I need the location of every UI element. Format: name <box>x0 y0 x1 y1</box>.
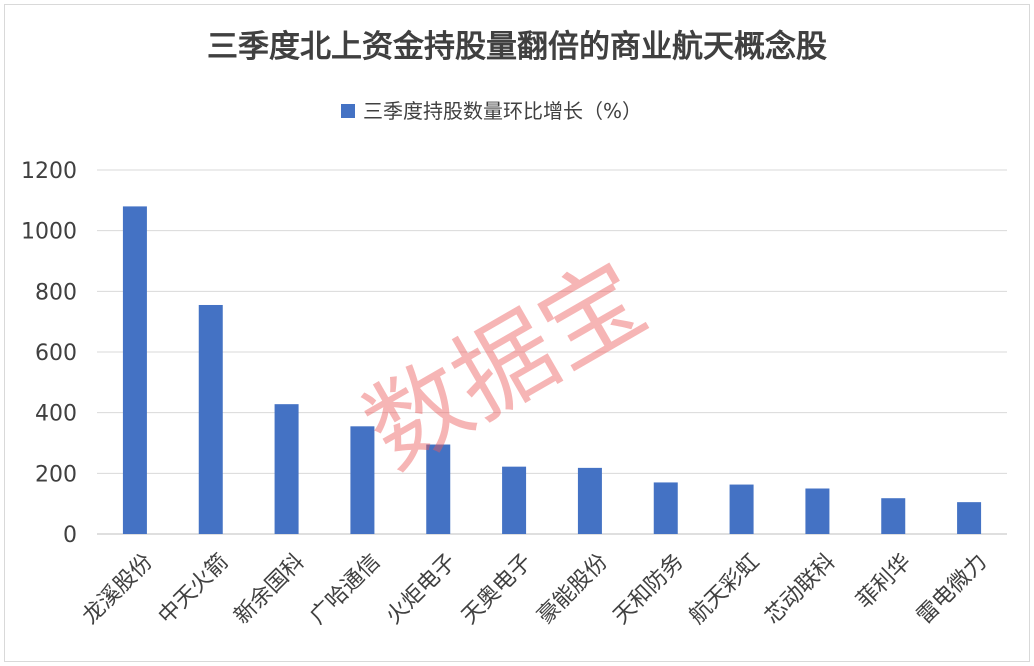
y-tick-label: 1000 <box>21 220 77 245</box>
y-tick-label: 400 <box>35 402 77 427</box>
legend-swatch <box>341 104 355 118</box>
chart-frame: 三季度北上资金持股量翻倍的商业航天概念股 三季度持股数量环比增长（%） 0 200… <box>4 4 1030 662</box>
bars <box>122 206 982 534</box>
bar <box>426 444 451 534</box>
legend-label: 三季度持股数量环比增长（%） <box>363 99 642 123</box>
x-tick-label: 雷电微力 <box>912 549 992 629</box>
bar <box>198 304 223 534</box>
x-tick-label: 龙溪股份 <box>78 549 158 629</box>
x-axis-labels: 龙溪股份中天火箭新余国科广哈通信火炬电子天奥电子豪能股份天和防务航天彩虹芯动联科… <box>78 549 992 629</box>
bar <box>881 498 906 534</box>
x-tick-label: 豪能股份 <box>533 549 613 629</box>
bar <box>957 502 982 534</box>
x-tick-label: 广哈通信 <box>305 549 385 629</box>
y-tick-label: 1200 <box>21 159 77 184</box>
bar <box>350 426 375 534</box>
y-tick-label: 600 <box>35 341 77 366</box>
grid-lines <box>97 169 1007 535</box>
x-tick-label: 航天彩虹 <box>685 549 765 629</box>
x-tick-label: 中天火箭 <box>154 549 234 629</box>
bar <box>502 466 527 534</box>
x-tick-label: 菲利华 <box>852 549 916 613</box>
x-tick-label: 天和防务 <box>609 549 689 629</box>
x-tick-label: 新余国科 <box>230 549 310 629</box>
watermark: 数据宝 <box>346 240 664 491</box>
y-tick-label: 200 <box>35 462 77 487</box>
bar <box>729 484 754 534</box>
y-tick-label: 800 <box>35 280 77 305</box>
bar <box>122 206 147 534</box>
chart-legend: 三季度持股数量环比增长（%） <box>341 99 642 123</box>
bar <box>577 467 602 534</box>
x-tick-label: 天奥电子 <box>457 549 537 629</box>
chart-title: 三季度北上资金持股量翻倍的商业航天概念股 <box>207 29 827 65</box>
y-tick-label: 0 <box>63 523 77 548</box>
y-axis-ticks: 0 200 400 600 800 1000 1200 <box>21 159 77 548</box>
bar <box>653 482 678 534</box>
x-tick-label: 火炬电子 <box>381 549 461 629</box>
x-tick-label: 芯动联科 <box>760 549 840 629</box>
chart-canvas: 三季度北上资金持股量翻倍的商业航天概念股 三季度持股数量环比增长（%） 0 200… <box>21 29 1007 629</box>
bar <box>805 488 830 534</box>
bar <box>274 404 299 534</box>
